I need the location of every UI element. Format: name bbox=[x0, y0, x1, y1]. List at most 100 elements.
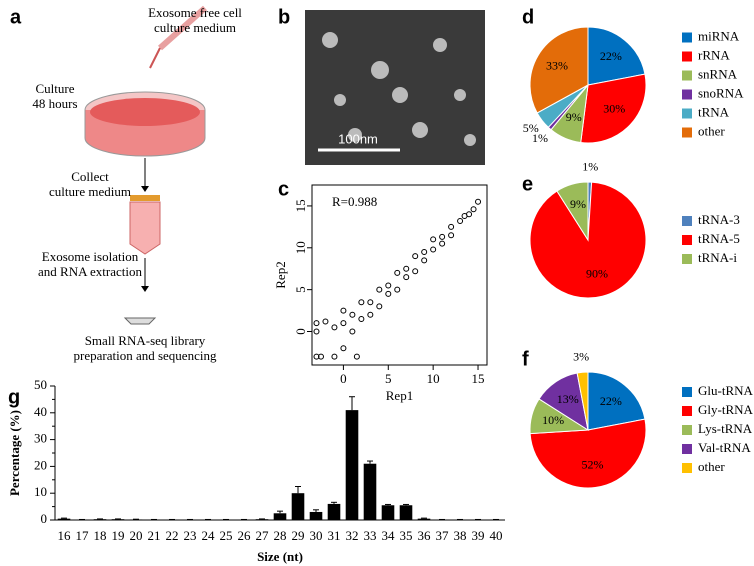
bar bbox=[111, 519, 125, 520]
point bbox=[340, 320, 347, 327]
point bbox=[439, 233, 446, 240]
pie-slice bbox=[529, 26, 589, 114]
x-tick-label: 10 bbox=[427, 371, 440, 386]
x-axis-label: Rep1 bbox=[386, 388, 413, 403]
annotation: R=0.988 bbox=[332, 194, 377, 209]
x-tick-label: 20 bbox=[130, 528, 143, 543]
point bbox=[421, 257, 428, 264]
pie-slice bbox=[576, 371, 589, 431]
y-tick-label: 0 bbox=[293, 328, 308, 335]
point bbox=[430, 236, 437, 243]
panel-label: a bbox=[10, 6, 22, 28]
legend-swatch bbox=[682, 127, 692, 138]
panel-label: c bbox=[278, 178, 289, 200]
point bbox=[353, 353, 360, 360]
legend-swatch bbox=[682, 254, 692, 264]
x-tick-label: 29 bbox=[292, 528, 305, 543]
slice-label: 13% bbox=[557, 392, 579, 406]
x-axis-label: Size (nt) bbox=[257, 549, 303, 564]
step-text: Culture bbox=[36, 81, 75, 96]
point bbox=[439, 240, 446, 247]
legend-label: tRNA-i bbox=[698, 250, 737, 265]
point bbox=[403, 274, 410, 281]
x-tick-label: 34 bbox=[382, 528, 396, 543]
point bbox=[322, 318, 329, 325]
slice-label: 22% bbox=[600, 49, 622, 63]
step-text: Exosome free cell bbox=[148, 5, 242, 20]
y-tick-label: 20 bbox=[34, 457, 47, 472]
point bbox=[340, 345, 347, 352]
legend-swatch bbox=[682, 108, 692, 119]
x-tick-label: 37 bbox=[436, 528, 450, 543]
x-tick-label: 27 bbox=[256, 528, 270, 543]
point bbox=[430, 246, 437, 253]
x-tick-label: 24 bbox=[202, 528, 216, 543]
y-axis-label: Rep2 bbox=[273, 261, 288, 288]
slice-label: 30% bbox=[603, 101, 625, 115]
slice-label: 22% bbox=[600, 394, 622, 408]
y-tick-label: 40 bbox=[34, 404, 47, 419]
vesicles bbox=[322, 32, 476, 146]
legend-label: rRNA bbox=[698, 47, 730, 62]
protocol-art bbox=[84, 5, 207, 325]
slice-label: 9% bbox=[566, 110, 582, 124]
point bbox=[466, 211, 473, 218]
point bbox=[367, 299, 374, 306]
bar bbox=[363, 463, 377, 520]
bar bbox=[129, 519, 143, 520]
slice-label: 1% bbox=[582, 159, 598, 173]
slice-label: 3% bbox=[573, 350, 589, 364]
y-tick-label: 10 bbox=[34, 484, 47, 499]
point bbox=[331, 324, 338, 331]
legend-swatch bbox=[682, 89, 692, 100]
point bbox=[448, 223, 455, 230]
legend-label: other bbox=[698, 459, 725, 474]
y-tick-label: 30 bbox=[34, 431, 47, 446]
x-tick-label: 30 bbox=[310, 528, 323, 543]
legend-label: miRNA bbox=[698, 28, 740, 43]
y-tick-label: 0 bbox=[41, 511, 48, 526]
pie-slice bbox=[529, 418, 647, 489]
bar bbox=[309, 511, 323, 520]
step-text: Exosome isolation bbox=[42, 249, 139, 264]
legend-swatch bbox=[682, 425, 692, 435]
bar bbox=[381, 505, 395, 520]
slice-label: 5% bbox=[523, 121, 539, 135]
y-tick-label: 5 bbox=[293, 286, 308, 293]
x-tick-label: 22 bbox=[166, 528, 179, 543]
point bbox=[470, 206, 477, 213]
bar bbox=[93, 519, 107, 520]
point bbox=[367, 311, 374, 318]
bar bbox=[273, 513, 287, 520]
y-tick-label: 15 bbox=[293, 199, 308, 212]
point bbox=[349, 328, 356, 335]
legend-swatch bbox=[682, 235, 692, 245]
x-tick-label: 0 bbox=[340, 371, 347, 386]
step-text: and RNA extraction bbox=[38, 264, 142, 279]
y-tick-label: 10 bbox=[293, 241, 308, 254]
x-tick-label: 28 bbox=[274, 528, 287, 543]
slice-label: 52% bbox=[582, 457, 604, 471]
x-tick-label: 31 bbox=[328, 528, 341, 543]
point bbox=[412, 253, 419, 260]
legend-label: tRNA-5 bbox=[698, 231, 740, 246]
legend-label: snRNA bbox=[698, 66, 738, 81]
x-tick-label: 33 bbox=[364, 528, 377, 543]
slice-label: 1% bbox=[532, 131, 548, 145]
legend-label: Glu-tRNA bbox=[698, 383, 754, 398]
x-tick-label: 40 bbox=[490, 528, 503, 543]
point bbox=[376, 303, 383, 310]
y-axis-label: Percentage (%) bbox=[7, 410, 22, 496]
legend-swatch bbox=[682, 70, 692, 81]
legend-label: Gly-tRNA bbox=[698, 402, 754, 417]
step-text: culture medium bbox=[49, 184, 131, 199]
point bbox=[421, 248, 428, 255]
legend-label: Lys-tRNA bbox=[698, 421, 753, 436]
x-tick-label: 26 bbox=[238, 528, 252, 543]
legend-swatch bbox=[682, 51, 692, 62]
point bbox=[358, 315, 365, 322]
panel-label: g bbox=[8, 386, 20, 408]
point bbox=[313, 353, 320, 360]
scale-label: 100nm bbox=[338, 131, 378, 146]
